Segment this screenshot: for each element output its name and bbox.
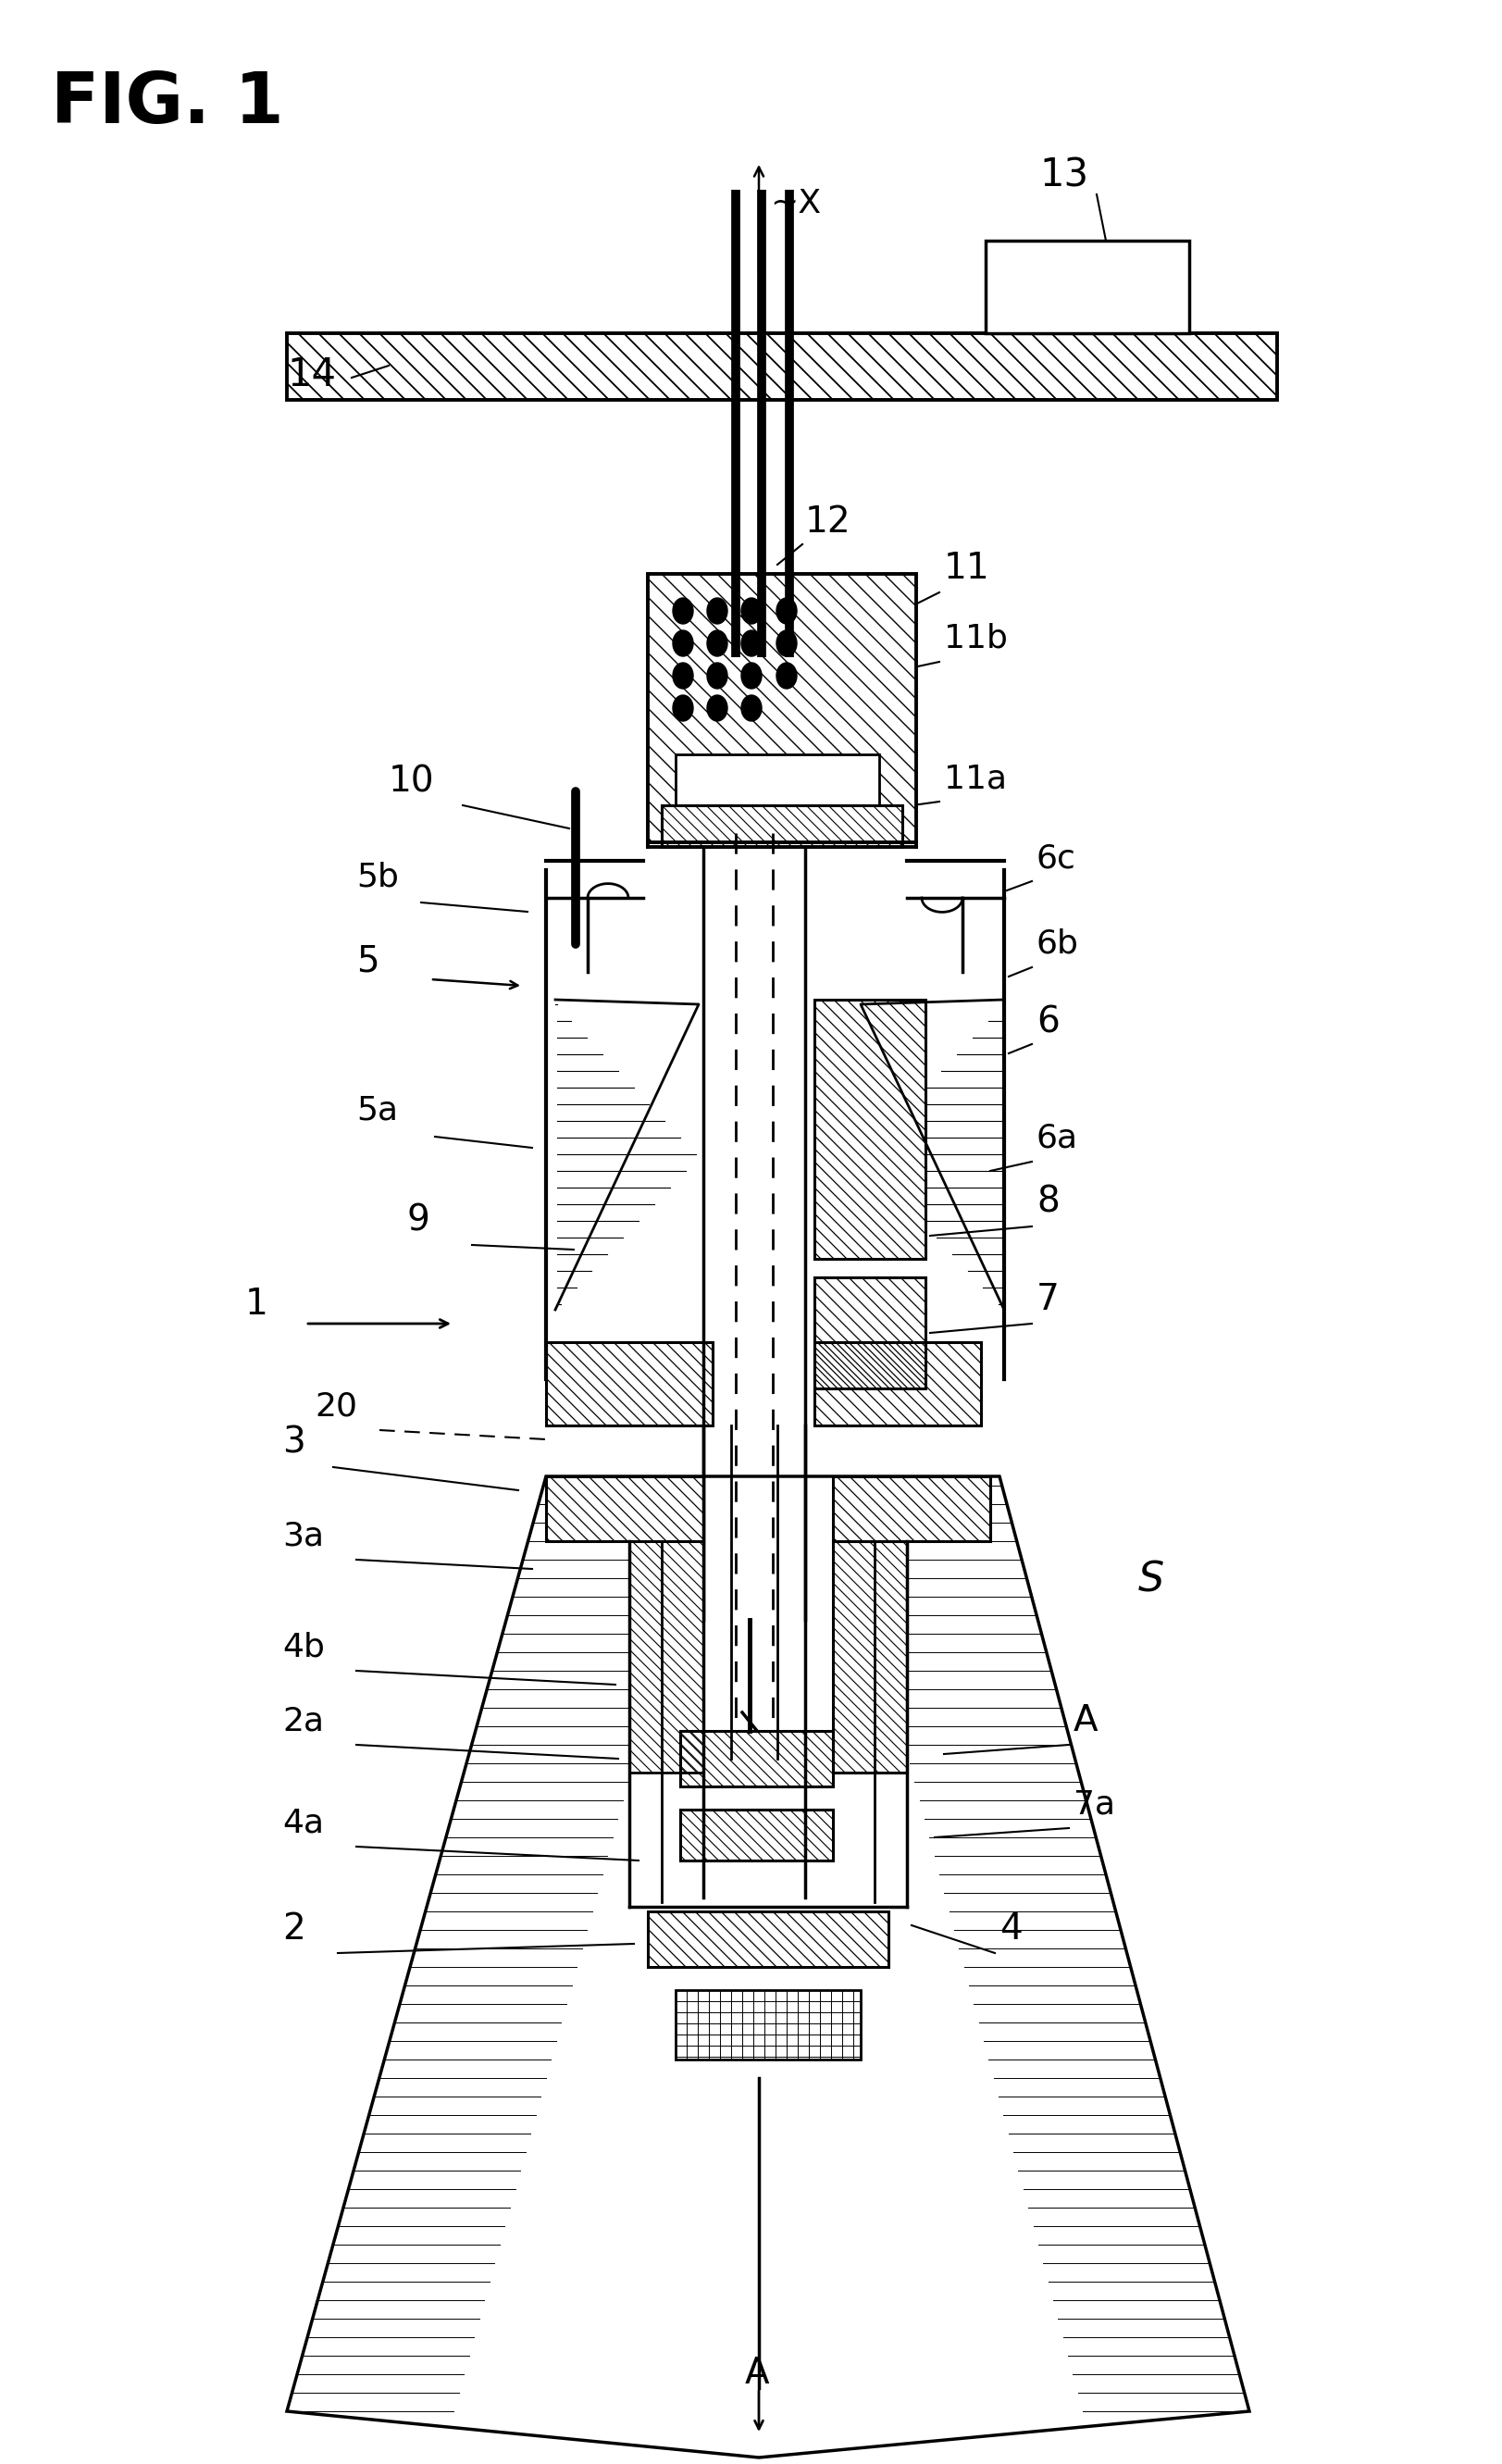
Bar [287,333,1277,399]
Bar [680,1809,834,1860]
Ellipse shape [777,599,796,623]
Ellipse shape [673,599,692,623]
Bar [629,1540,703,1772]
Text: 6a: 6a [1036,1124,1078,1153]
Text: ~X: ~X [771,187,822,219]
Ellipse shape [673,631,692,655]
Text: 6c: 6c [1036,843,1075,875]
Ellipse shape [742,695,762,722]
Bar [814,1343,981,1427]
Text: 11a: 11a [943,764,1006,796]
Bar [680,1730,834,1786]
Bar [662,806,903,848]
Ellipse shape [707,663,727,687]
Bar [814,1276,925,1387]
Bar [676,1991,861,2060]
Ellipse shape [742,599,762,623]
Bar [834,1540,907,1772]
Text: 4a: 4a [282,1809,324,1838]
Ellipse shape [777,631,796,655]
Text: 2a: 2a [282,1705,324,1737]
Bar [547,1343,712,1427]
Bar [814,1000,925,1259]
Ellipse shape [742,631,762,655]
Bar [834,1476,990,1540]
Bar [814,1276,925,1387]
Bar [676,754,879,806]
Text: 10: 10 [389,764,434,798]
Text: A: A [745,2356,769,2390]
Text: 8: 8 [1036,1185,1059,1220]
Text: 11b: 11b [943,623,1008,655]
Ellipse shape [673,663,692,687]
Text: 4b: 4b [282,1631,324,1663]
Bar [647,574,916,843]
Bar [814,1343,981,1427]
Bar [814,1000,925,1259]
Text: 4: 4 [999,1912,1023,1947]
Text: 5b: 5b [356,862,398,894]
Text: 5: 5 [356,944,379,978]
Text: 13: 13 [1039,155,1089,195]
Text: 9: 9 [407,1202,430,1239]
Text: 14: 14 [287,355,336,394]
Bar [834,1540,907,1772]
Text: FIG. 1: FIG. 1 [51,69,284,138]
Ellipse shape [707,631,727,655]
Text: 12: 12 [805,505,852,540]
Ellipse shape [742,663,762,687]
Ellipse shape [777,663,796,687]
Text: 6: 6 [1036,1005,1059,1040]
Bar [547,1476,703,1540]
Bar [547,1476,703,1540]
Ellipse shape [673,695,692,722]
Bar [547,1343,712,1427]
Text: 7a: 7a [1074,1789,1114,1821]
Text: 6b: 6b [1036,929,1078,961]
Bar [662,806,903,848]
Text: 5a: 5a [356,1094,398,1126]
Text: 3a: 3a [282,1520,324,1552]
Bar [287,333,1277,399]
Text: 1: 1 [245,1286,269,1321]
Bar [647,1912,888,1966]
Polygon shape [287,1476,1250,2457]
Bar [834,1476,990,1540]
Bar [629,1540,703,1772]
Text: S: S [1139,1560,1164,1602]
Bar [985,241,1190,333]
Bar [647,1912,888,1966]
Text: 20: 20 [314,1392,357,1422]
Bar [647,574,916,843]
Text: 11: 11 [943,552,990,586]
Text: 2: 2 [282,1912,305,1947]
Text: 3: 3 [282,1427,305,1461]
Text: A: A [1074,1703,1098,1737]
Ellipse shape [707,695,727,722]
Text: 7: 7 [1036,1281,1059,1318]
Bar [680,1809,834,1860]
Bar [680,1730,834,1786]
Ellipse shape [707,599,727,623]
